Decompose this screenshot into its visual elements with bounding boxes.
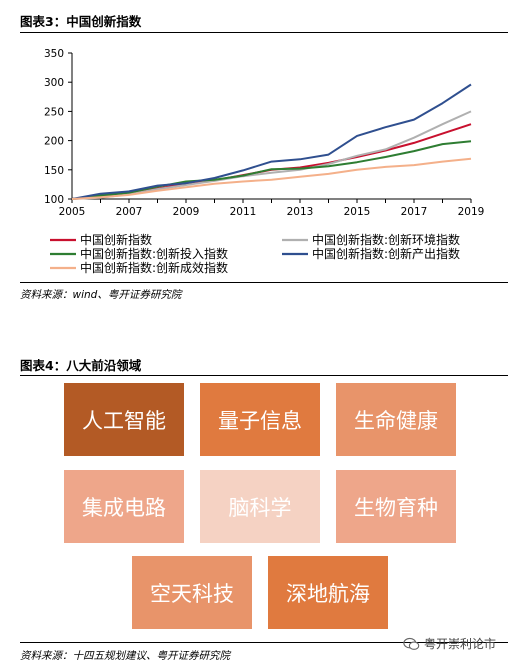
tile-label: 深地航海 (286, 581, 370, 606)
y-tick-label: 250 (44, 106, 64, 118)
tile-label: 空天科技 (150, 581, 234, 606)
tile-label: 生物育种 (354, 495, 438, 520)
x-tick-label: 2013 (287, 206, 314, 218)
legend-label: 中国创新指数:创新成效指数 (80, 260, 228, 275)
x-tick-label: 2011 (230, 206, 257, 218)
x-tick-label: 2019 (458, 206, 485, 218)
figure4-bottom-rule (20, 642, 508, 643)
series-line (71, 140, 472, 200)
tile-label: 量子信息 (218, 408, 302, 433)
y-tick-label: 150 (44, 165, 64, 177)
figure4-source: 资料来源：十四五规划建议、粤开证券研究院 (20, 650, 230, 662)
tile-label: 集成电路 (82, 495, 166, 520)
figure3-source: 资料来源：wind、粤开证券研究院 (20, 289, 182, 301)
tile-life-health: 生命健康 (336, 383, 456, 456)
y-tick-label: 200 (44, 136, 64, 148)
x-tick-label: 2009 (173, 206, 200, 218)
y-tick-label: 300 (44, 77, 64, 89)
figure4-top-rule (20, 375, 508, 376)
figure3-bottom-rule (20, 282, 508, 283)
series-line (71, 110, 472, 200)
x-tick-label: 2015 (344, 206, 371, 218)
watermark-text: 粤开崇利论市 (424, 637, 497, 651)
innovation-index-chart: 100 150 200 250 300 350 2005 2007 2009 2011 2013 20… (44, 48, 485, 275)
y-tick-label: 100 (44, 194, 64, 206)
figure4-title: 图表4：八大前沿领域 (20, 358, 142, 373)
figure3-top-rule (20, 32, 508, 33)
tile-bio-breeding: 生物育种 (336, 470, 456, 543)
tile-deep-earth-sea: 深地航海 (268, 556, 388, 629)
x-tick-label: 2007 (116, 206, 143, 218)
legend-label: 中国创新指数:创新产出指数 (312, 246, 460, 261)
x-tick-label: 2017 (401, 206, 428, 218)
tile-aerospace: 空天科技 (132, 556, 252, 629)
series-line (71, 83, 472, 200)
series-line (71, 157, 472, 200)
legend-label: 中国创新指数 (80, 232, 152, 247)
tile-quantum: 量子信息 (200, 383, 320, 456)
tile-label: 人工智能 (82, 408, 166, 433)
watermark: 粤开崇利论市 (403, 635, 496, 652)
legend-label: 中国创新指数:创新环境指数 (312, 232, 460, 247)
y-tick-label: 350 (44, 48, 64, 60)
tile-ai: 人工智能 (64, 383, 184, 456)
tile-label: 生命健康 (354, 408, 438, 433)
tile-label: 脑科学 (228, 495, 292, 520)
legend-label: 中国创新指数:创新投入指数 (80, 246, 228, 261)
wechat-icon (403, 637, 420, 650)
figure3-title: 图表3：中国创新指数 (20, 14, 142, 29)
tile-ic: 集成电路 (64, 470, 184, 543)
tile-brain-science: 脑科学 (200, 470, 320, 543)
x-tick-label: 2005 (59, 206, 86, 218)
